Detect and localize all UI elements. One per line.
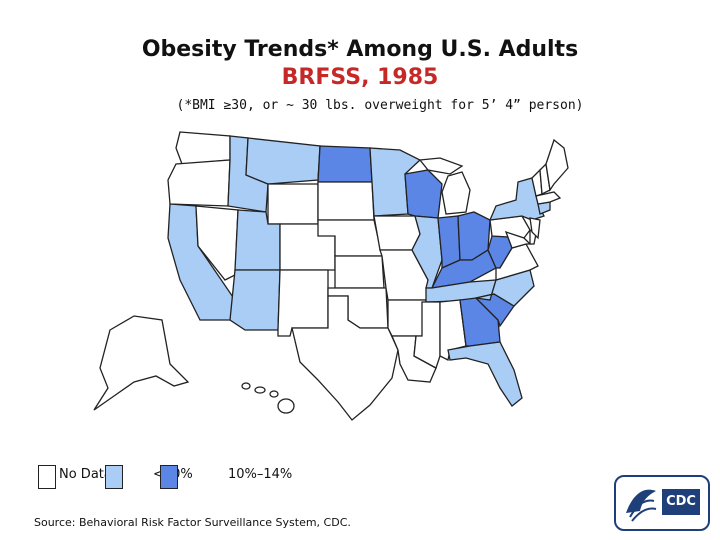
chart-title: Obesity Trends* Among U.S. Adults bbox=[141, 37, 579, 62]
state-alaska bbox=[93, 315, 190, 411]
chart-subtitle: BRFSS, 1985 bbox=[281, 65, 439, 90]
cdc-logo-text: CDC bbox=[662, 489, 700, 515]
state-michigan-upper bbox=[418, 157, 464, 175]
state-virginia bbox=[495, 243, 539, 281]
state-michigan bbox=[441, 171, 471, 215]
state-new-jersey bbox=[529, 217, 541, 240]
cdc-logo: CDC bbox=[614, 475, 710, 531]
state-massachusetts bbox=[535, 191, 562, 205]
state-arkansas bbox=[387, 299, 427, 337]
state-washington bbox=[175, 131, 231, 165]
state-iowa bbox=[373, 215, 421, 251]
state-arizona bbox=[229, 269, 281, 331]
state-nevada bbox=[195, 205, 239, 281]
source-note: Source: Behavioral Risk Factor Surveilla… bbox=[34, 516, 351, 529]
state-hawaii bbox=[241, 382, 295, 414]
legend-swatch-no-data bbox=[38, 465, 56, 489]
state-south-dakota bbox=[317, 181, 375, 221]
state-wisconsin bbox=[404, 169, 443, 219]
legend-label-10-14: 10%–14% bbox=[228, 467, 293, 482]
state-florida bbox=[447, 341, 523, 407]
state-texas bbox=[291, 295, 399, 421]
state-maryland bbox=[504, 230, 532, 249]
legend-swatch-10-14 bbox=[160, 465, 178, 489]
state-maine bbox=[545, 138, 569, 192]
bmi-footnote: (*BMI ≥30, or ~ 30 lbs. overweight for 5… bbox=[176, 98, 584, 113]
state-oregon bbox=[167, 159, 231, 207]
state-kansas bbox=[334, 255, 385, 289]
state-montana bbox=[245, 137, 321, 185]
legend-label-no-data: No Data bbox=[59, 467, 112, 482]
state-wyoming bbox=[267, 183, 319, 225]
legend-swatch-under-10 bbox=[105, 465, 123, 489]
us-state-map bbox=[93, 131, 569, 421]
state-new-mexico bbox=[277, 269, 329, 337]
state-north-dakota bbox=[317, 145, 373, 183]
state-kentucky bbox=[430, 249, 497, 289]
hhs-eagle-icon bbox=[626, 489, 657, 522]
